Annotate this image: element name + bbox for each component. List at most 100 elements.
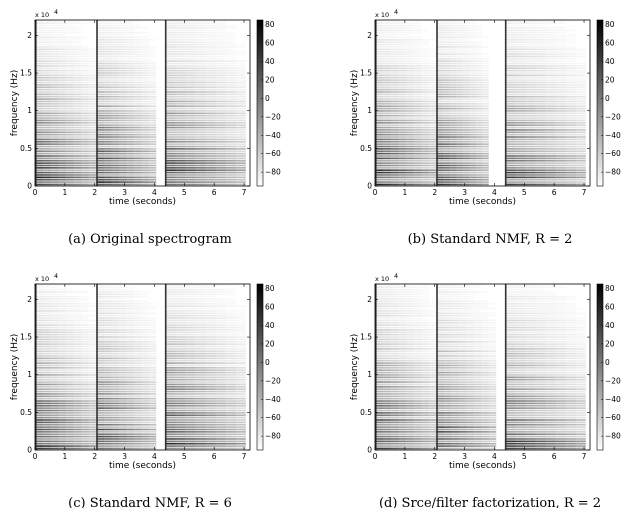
y-tick-label: 0.5 [20,408,32,417]
y-axis-multiplier-exponent: 4 [394,8,398,16]
plot-frame [34,19,251,187]
note-block-3 [164,20,246,186]
y-tick-label: 0 [27,182,32,191]
y-tick-label: 0 [27,446,32,455]
y-tick-label: 1.5 [360,333,372,342]
y-axis-label: frequency (Hz) [350,334,360,401]
colorbar-tick-label: 40 [605,57,615,66]
colorbar-tick-label: 20 [265,75,275,84]
note-block-1 [375,284,437,450]
note-block-2 [96,20,157,186]
y-tick-label: 1 [27,370,32,379]
colorbar-tick-label: −40 [605,131,621,140]
x-tick-label: 2 [432,188,437,197]
x-tick-label: 0 [373,188,378,197]
colorbar-tick-label: 80 [605,20,615,29]
spectrogram-image [35,284,250,450]
colorbar-tick-label: −80 [605,168,621,177]
x-tick-label: 2 [432,452,437,461]
colorbar-tick-label: 0 [265,94,270,103]
x-tick-label: 6 [212,452,217,461]
x-axis-label: time (seconds) [109,197,176,207]
plot-frame [34,283,251,451]
note-block-2 [436,20,489,186]
colorbar-tick-label: −40 [265,395,281,404]
x-tick-label: 0 [373,452,378,461]
note-block-1 [35,20,97,186]
note-block-2 [436,284,497,450]
note-block-3 [504,284,586,450]
plot-frame [374,19,591,187]
y-axis-multiplier: x 10 [375,275,389,283]
y-axis-label: frequency (Hz) [10,70,20,137]
x-tick-label: 5 [522,188,527,197]
x-tick-label: 1 [402,452,407,461]
x-tick-label: 4 [152,188,157,197]
x-tick-label: 4 [492,188,497,197]
colorbar-tick-label: −20 [605,112,621,121]
spectrogram-image [375,20,590,186]
x-tick-label: 3 [462,188,467,197]
x-tick-label: 1 [62,452,67,461]
y-tick-label: 1.5 [20,333,32,342]
colorbar-tick-label: 60 [605,303,615,312]
colorbar-tick-label: 0 [605,358,610,367]
colorbar: 80 60 40 20 0 −20 −40 −60 −80 [256,283,281,451]
colorbar-gradient [596,283,604,451]
colorbar-tick-label: −60 [265,149,281,158]
panel-caption: (d) Srce/filter factorization, R = 2 [379,496,601,508]
y-tick-label: 1 [27,106,32,115]
x-tick-label: 6 [212,188,217,197]
note-block-3 [164,284,246,450]
colorbar-tick-label: −60 [605,413,621,422]
panel-caption: (a) Original spectrogram [68,232,232,247]
colorbar-tick-label: 40 [265,57,275,66]
colorbar-tick-label: −80 [265,432,281,441]
y-tick-label: 0.5 [360,144,372,153]
x-tick-label: 3 [122,188,127,197]
colorbar-tick-label: 80 [265,20,275,29]
y-tick-label: 2 [367,31,372,40]
colorbar-tick-label: 0 [265,358,270,367]
colorbar-tick-label: −60 [265,413,281,422]
note-block-2 [96,284,157,450]
colorbar-tick-label: 60 [265,303,275,312]
x-axis-label: time (seconds) [449,461,516,471]
x-tick-label: 7 [582,188,587,197]
y-axis-multiplier: x 10 [35,11,49,19]
y-tick-label: 2 [27,31,32,40]
y-tick-label: 0.5 [20,144,32,153]
x-tick-label: 5 [182,188,187,197]
colorbar-tick-label: −20 [605,376,621,385]
y-axis-multiplier-exponent: 4 [54,272,58,280]
y-axis-label: frequency (Hz) [350,70,360,137]
x-tick-label: 0 [33,188,38,197]
y-tick-label: 1.5 [20,69,32,78]
colorbar-tick-label: 60 [605,39,615,48]
note-block-1 [35,284,97,450]
x-tick-label: 6 [552,452,557,461]
x-tick-label: 0 [33,452,38,461]
colorbar-tick-label: 80 [265,284,275,293]
y-tick-label: 0.5 [360,408,372,417]
x-tick-label: 3 [462,452,467,461]
colorbar-tick-label: −80 [605,432,621,441]
colorbar-tick-label: −20 [265,112,281,121]
spectrogram-image [375,284,590,450]
colorbar-tick-label: −40 [265,131,281,140]
x-axis-label: time (seconds) [449,197,516,207]
x-tick-label: 3 [122,452,127,461]
panel-caption: (c) Standard NMF, R = 6 [68,496,232,508]
x-tick-label: 2 [92,452,97,461]
x-tick-label: 4 [152,452,157,461]
colorbar: 80 60 40 20 0 −20 −40 −60 −80 [256,19,281,187]
spectrogram-image [35,20,250,186]
colorbar-tick-label: 20 [265,339,275,348]
note-block-3 [504,20,586,186]
colorbar-tick-label: 80 [605,284,615,293]
y-tick-label: 1 [367,370,372,379]
x-axis-label: time (seconds) [109,461,176,471]
